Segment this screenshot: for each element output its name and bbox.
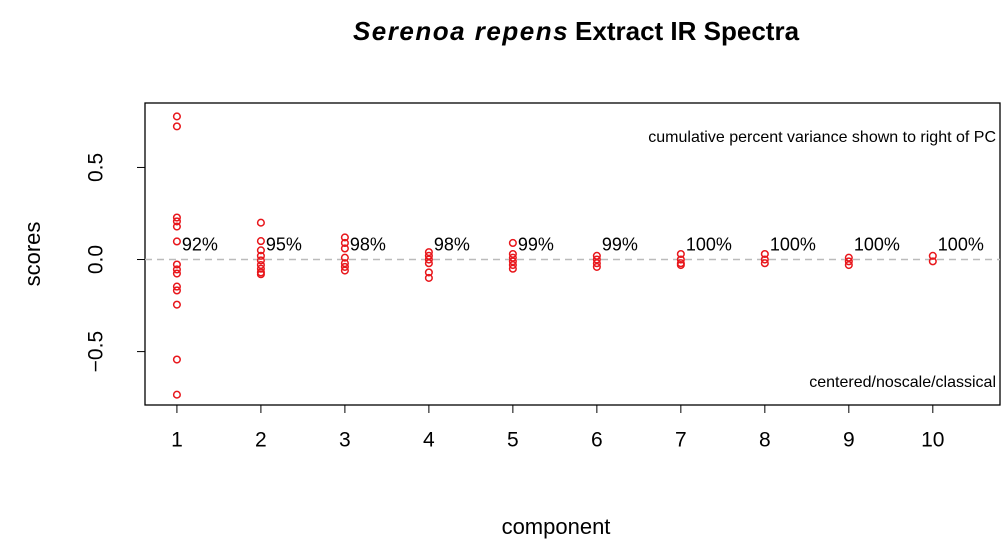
variance-label: 100% <box>686 234 732 254</box>
point <box>844 257 853 266</box>
point <box>676 249 685 259</box>
y-tick-label: 0.0 <box>85 245 108 274</box>
point <box>340 244 349 253</box>
y-tick-label: 0.5 <box>85 153 108 182</box>
point <box>424 251 433 260</box>
point <box>592 262 601 271</box>
x-tick-label: 5 <box>507 429 519 452</box>
point <box>172 300 181 309</box>
point <box>424 259 433 268</box>
x-tick-label: 1 <box>171 429 183 452</box>
y-tick-label: −0.5 <box>85 331 108 372</box>
plot-box <box>144 102 1001 406</box>
chart-title: Serenoa repens Extract IR Spectra <box>353 16 800 46</box>
variance-label: 98% <box>350 234 386 254</box>
point <box>760 255 769 264</box>
x-tick-label: 6 <box>591 429 603 452</box>
variance-label: 99% <box>518 234 554 254</box>
variance-label: 100% <box>854 234 900 254</box>
title-italic: Serenoa repens <box>353 16 569 46</box>
variance-label: 100% <box>938 234 984 254</box>
annotation: cumulative percent variance shown to rig… <box>648 129 996 146</box>
point <box>424 255 433 264</box>
point <box>592 255 601 264</box>
variance-label: 92% <box>182 234 218 254</box>
point <box>256 218 265 227</box>
variance-label: 100% <box>770 234 816 254</box>
point <box>676 255 685 264</box>
point <box>256 251 265 260</box>
x-axis-label: component <box>502 514 611 539</box>
point <box>844 260 853 270</box>
point <box>508 260 517 270</box>
point <box>256 270 265 279</box>
point <box>424 268 433 277</box>
point <box>928 257 937 266</box>
point <box>508 264 517 273</box>
point <box>340 233 349 242</box>
point <box>172 112 181 121</box>
point <box>172 237 181 246</box>
point <box>256 237 265 246</box>
point <box>256 264 265 273</box>
x-tick-label: 7 <box>675 429 687 452</box>
point <box>340 253 349 262</box>
point <box>424 248 433 257</box>
point <box>340 238 349 248</box>
point <box>340 259 349 268</box>
point <box>592 259 601 268</box>
point <box>508 238 517 248</box>
point <box>760 249 769 259</box>
point <box>760 259 769 268</box>
point <box>172 390 181 399</box>
point <box>508 253 517 262</box>
variance-label: 95% <box>266 234 302 254</box>
point <box>844 253 853 262</box>
x-tick-label: 8 <box>759 429 771 452</box>
point <box>172 355 181 364</box>
point <box>172 282 181 291</box>
variance-label: 99% <box>602 234 638 254</box>
point <box>172 217 181 226</box>
point <box>340 266 349 275</box>
annotation: centered/noscale/classical <box>809 374 996 391</box>
point <box>508 249 517 259</box>
point <box>172 265 181 274</box>
point <box>424 273 433 282</box>
y-axis-label: scores <box>20 222 45 287</box>
point <box>172 286 181 295</box>
point <box>928 251 937 260</box>
point <box>172 213 181 222</box>
x-tick-label: 10 <box>921 429 944 452</box>
x-tick-label: 9 <box>843 429 855 452</box>
x-tick-label: 2 <box>255 429 267 452</box>
point <box>508 257 517 266</box>
point <box>172 122 181 131</box>
point <box>172 260 181 269</box>
x-tick-label: 3 <box>339 429 351 452</box>
point <box>256 256 265 265</box>
point <box>340 262 349 271</box>
point <box>172 269 181 278</box>
point <box>172 222 181 231</box>
point <box>676 260 685 270</box>
x-tick-label: 4 <box>423 429 435 452</box>
point <box>592 251 601 260</box>
point <box>256 260 265 270</box>
point <box>256 246 265 255</box>
variance-label: 98% <box>434 234 470 254</box>
title-main: Extract IR Spectra <box>575 16 800 46</box>
